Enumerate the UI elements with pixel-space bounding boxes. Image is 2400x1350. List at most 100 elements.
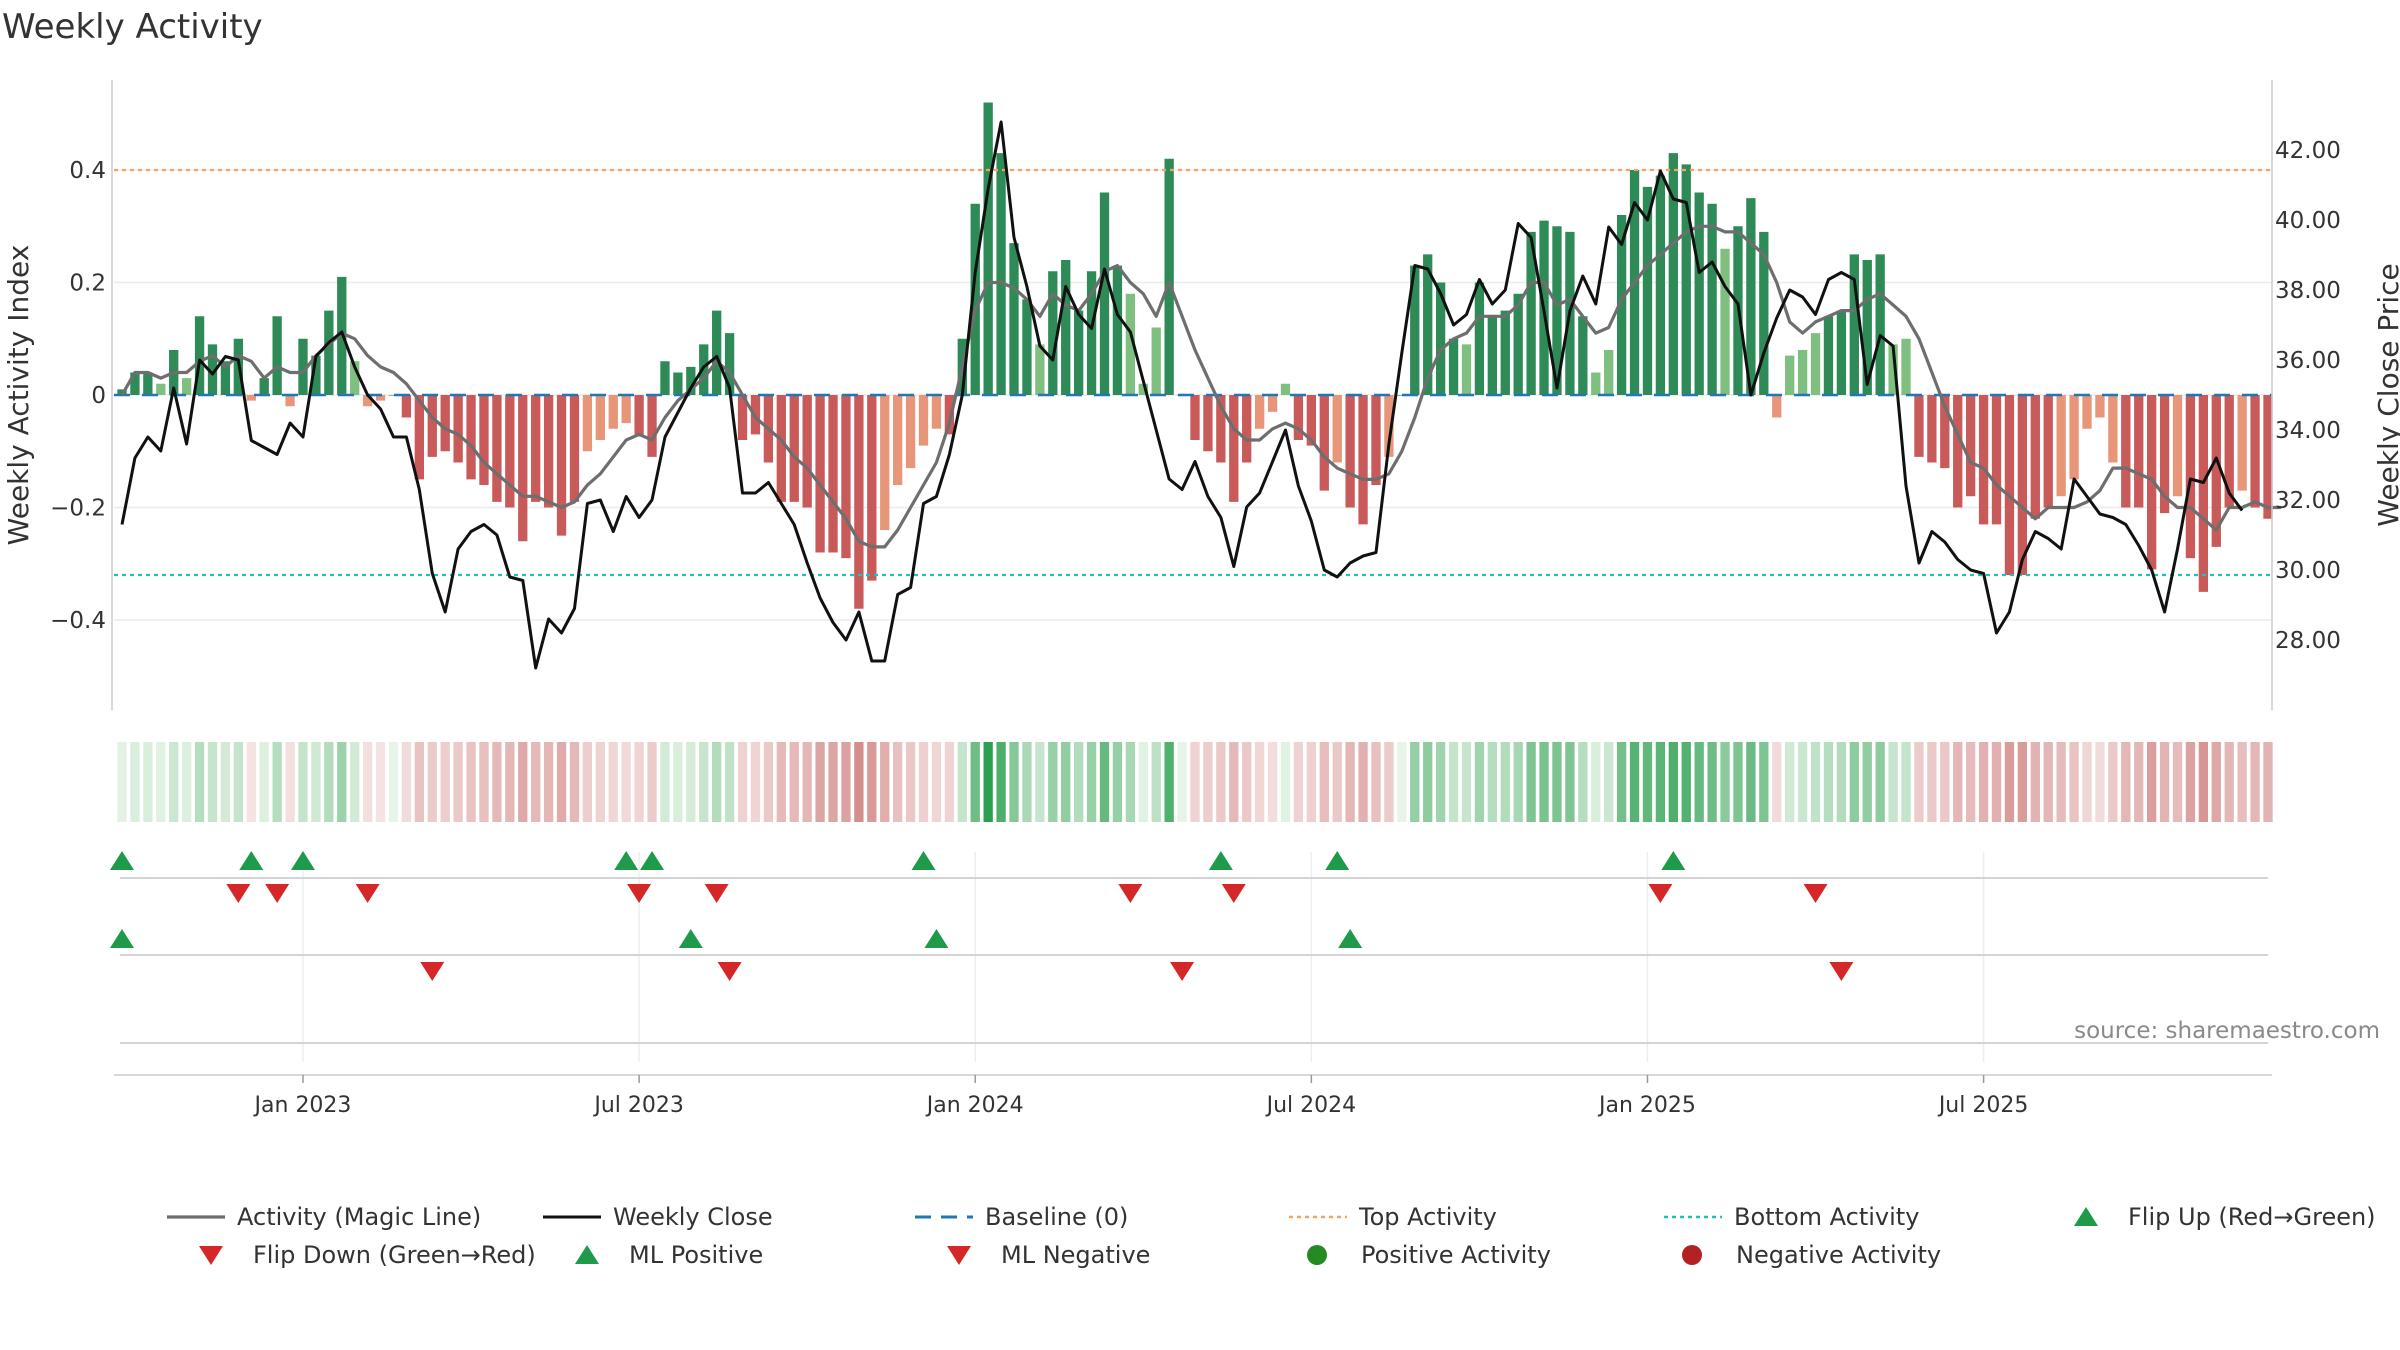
activity-bar bbox=[2134, 395, 2144, 508]
heat-cell bbox=[1875, 742, 1885, 822]
heat-cell bbox=[1810, 742, 1821, 822]
heat-cell bbox=[1125, 742, 1136, 822]
heat-cell bbox=[2030, 742, 2040, 822]
heat-cell bbox=[582, 742, 593, 822]
heat-cell bbox=[492, 742, 502, 822]
heat-cell bbox=[854, 742, 864, 822]
heat-cell bbox=[944, 742, 955, 822]
y-tick-label: 0.2 bbox=[69, 271, 106, 297]
activity-bar bbox=[1836, 310, 1847, 395]
heat-cell bbox=[2121, 742, 2131, 822]
heat-cell bbox=[1565, 742, 1575, 822]
activity-bar bbox=[880, 395, 890, 530]
heat-cell bbox=[440, 742, 450, 822]
heat-cell bbox=[531, 742, 541, 822]
activity-bar bbox=[634, 395, 644, 435]
x-tick-label: Jan 2023 bbox=[253, 1093, 352, 1118]
heat-cell bbox=[337, 742, 347, 822]
heat-cell bbox=[156, 742, 166, 822]
activity-bar bbox=[1720, 248, 1730, 395]
heat-cell bbox=[1474, 742, 1485, 822]
activity-bar bbox=[1500, 310, 1510, 395]
activity-bar bbox=[2237, 395, 2247, 491]
y-tick-label: 0.4 bbox=[69, 158, 106, 184]
activity-bar bbox=[1604, 350, 1614, 395]
activity-bar bbox=[1772, 395, 1782, 418]
heat-cell bbox=[1061, 742, 1071, 822]
activity-bar bbox=[1759, 231, 1769, 395]
activity-bar bbox=[569, 395, 580, 502]
activity-bar bbox=[1849, 254, 1859, 395]
activity-bar bbox=[2263, 395, 2273, 519]
activity-bar bbox=[1591, 372, 1601, 395]
heat-cell bbox=[1151, 742, 1161, 822]
activity-bar bbox=[1073, 310, 1084, 395]
activity-bar bbox=[492, 395, 502, 502]
activity-bar bbox=[1086, 271, 1097, 395]
flip-up-marker bbox=[640, 851, 665, 870]
heat-cell bbox=[595, 742, 605, 822]
activity-bar bbox=[595, 395, 605, 440]
ml-positive-marker bbox=[1338, 929, 1363, 948]
ml-negative-marker bbox=[717, 962, 742, 981]
activity-bar bbox=[1035, 344, 1045, 395]
heat-cell bbox=[1966, 742, 1976, 822]
activity-bar bbox=[789, 395, 799, 502]
flip-up-marker bbox=[1208, 851, 1233, 870]
ml-negative-marker bbox=[420, 962, 445, 981]
activity-bar bbox=[556, 395, 567, 536]
heat-cell bbox=[1358, 742, 1368, 822]
heat-cell bbox=[1823, 742, 1834, 822]
activity-bar bbox=[2108, 395, 2118, 463]
activity-bar bbox=[1513, 293, 1523, 395]
activity-bar bbox=[298, 338, 308, 395]
heat-cell bbox=[893, 742, 903, 822]
activity-bar bbox=[311, 355, 321, 395]
heat-cell bbox=[1772, 742, 1782, 822]
activity-bar bbox=[2095, 395, 2105, 418]
heat-cell bbox=[1759, 742, 1769, 822]
heat-cell bbox=[763, 742, 774, 822]
y2-axis-label: Weekly Close Price bbox=[2372, 263, 2400, 526]
activity-bar bbox=[1978, 395, 1989, 525]
activity-bar bbox=[1371, 395, 1381, 485]
heat-cell bbox=[712, 742, 722, 822]
activity-bar bbox=[712, 310, 722, 395]
heat-cell bbox=[1371, 742, 1381, 822]
flip-up-marker bbox=[290, 851, 315, 870]
series-lines bbox=[120, 120, 2281, 670]
activity-bar bbox=[1306, 395, 1317, 446]
heat-cell bbox=[1940, 742, 1950, 822]
activity-bar bbox=[905, 395, 916, 469]
activity-bar bbox=[2056, 395, 2066, 497]
activity-bar bbox=[1940, 395, 1950, 469]
activity-heat-strip bbox=[117, 742, 2273, 822]
activity-bar bbox=[2159, 395, 2170, 514]
activity-bar bbox=[1125, 293, 1136, 395]
activity-bar bbox=[1009, 243, 1019, 395]
legend-swatch-flip-up bbox=[2074, 1207, 2098, 1226]
heat-cell bbox=[1410, 742, 1420, 822]
legend-label-baseline: Baseline (0) bbox=[985, 1203, 1128, 1231]
activity-bar bbox=[1681, 164, 1691, 395]
flip-down-marker bbox=[1803, 884, 1828, 903]
activity-bar bbox=[1966, 395, 1976, 497]
y2-tick-label: 30.00 bbox=[2275, 558, 2341, 584]
y2-tick-label: 36.00 bbox=[2275, 348, 2341, 374]
activity-bar bbox=[828, 395, 838, 553]
heat-cell bbox=[1203, 742, 1213, 822]
activity-bar bbox=[1991, 395, 2002, 525]
activity-bar bbox=[466, 395, 476, 480]
heat-cell bbox=[1022, 742, 1032, 822]
heat-cell bbox=[1991, 742, 2002, 822]
chart-title: Weekly Activity bbox=[2, 7, 263, 47]
heat-cell bbox=[350, 742, 360, 822]
activity-bar bbox=[996, 153, 1006, 395]
activity-bar bbox=[2224, 395, 2234, 508]
activity-bar bbox=[1746, 198, 1756, 395]
heat-cell bbox=[1927, 742, 1937, 822]
x-tick-label: Jan 2024 bbox=[925, 1093, 1024, 1118]
heat-cell bbox=[776, 742, 786, 822]
legend-label-ml-negative: ML Negative bbox=[1001, 1241, 1150, 1269]
